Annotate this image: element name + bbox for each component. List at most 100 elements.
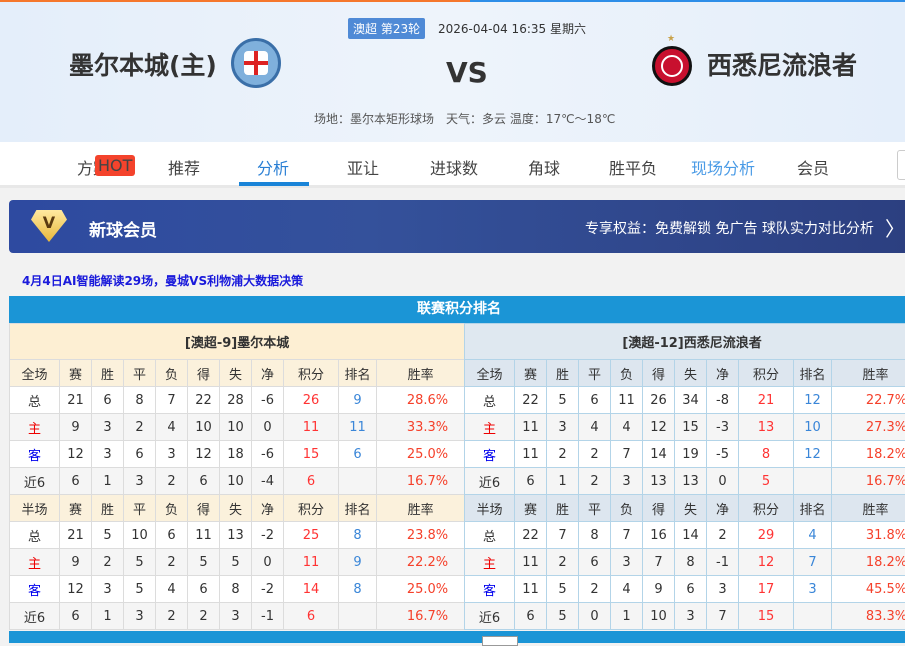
stat-cell: 11 [515, 414, 547, 441]
column-header: 胜率 [377, 495, 465, 522]
stat-cell: 21 [60, 387, 92, 414]
full-header-row: 全场赛胜平负得失净积分排名胜率 [10, 360, 465, 387]
member-banner[interactable]: V 新球会员 专享权益：免费解锁 免广告 球队实力对比分析 〉 [9, 200, 905, 253]
win-rate-cell: 83.3% [832, 603, 905, 630]
stat-cell: 13 [643, 468, 675, 495]
column-header: 得 [188, 495, 220, 522]
stat-cell: 1 [92, 468, 124, 495]
ai-analysis-link[interactable]: 4月4日AI智能解读29场，曼城VS利物浦大数据决策 [22, 272, 303, 289]
column-header: 胜 [547, 360, 579, 387]
stat-cell: 4 [611, 414, 643, 441]
stat-cell: 26 [643, 387, 675, 414]
league-badge[interactable]: 澳超 第23轮 [348, 18, 425, 39]
chevron-right-icon[interactable]: 〉 [885, 213, 905, 242]
points-cell: 15 [284, 441, 339, 468]
stat-cell: 22 [515, 522, 547, 549]
star-icon: ★ [667, 34, 675, 44]
tab-asian-handicap[interactable]: 亚让 [347, 155, 379, 179]
full-header-row: 全场赛胜平负得失净积分排名胜率 [465, 360, 905, 387]
rank-cell: 12 [794, 387, 832, 414]
points-cell: 14 [284, 576, 339, 603]
stat-cell: 15 [675, 414, 707, 441]
column-header: 失 [675, 495, 707, 522]
active-tab-underline [239, 182, 309, 186]
stat-cell: 3 [220, 603, 252, 630]
stat-cell: -3 [707, 414, 739, 441]
stat-cell: -6 [252, 441, 284, 468]
nav-more-button[interactable] [897, 150, 905, 180]
stat-cell: 6 [579, 549, 611, 576]
rank-cell [794, 468, 832, 495]
stat-cell: 2 [547, 549, 579, 576]
stat-cell: 7 [611, 441, 643, 468]
column-header: 半场 [10, 495, 60, 522]
stat-cell: 2 [156, 468, 188, 495]
win-rate-cell: 16.7% [832, 468, 905, 495]
away-team-name[interactable]: 西悉尼流浪者 [707, 46, 857, 82]
stat-cell: 5 [547, 576, 579, 603]
tab-analysis[interactable]: 分析 [257, 155, 289, 179]
tab-corners[interactable]: 角球 [528, 155, 560, 179]
western-sydney-logo [652, 46, 692, 86]
rank-cell: 9 [339, 549, 377, 576]
column-header: 平 [124, 360, 156, 387]
column-header: 积分 [739, 495, 794, 522]
win-rate-cell: 28.6% [377, 387, 465, 414]
tab-goals[interactable]: 进球数 [430, 155, 478, 179]
stat-cell: 19 [675, 441, 707, 468]
row-label: 近6 [465, 603, 515, 630]
points-cell: 29 [739, 522, 794, 549]
stat-cell: -2 [252, 522, 284, 549]
win-rate-cell: 16.7% [377, 468, 465, 495]
win-rate-cell: 22.7% [832, 387, 905, 414]
column-header: 赛 [60, 495, 92, 522]
tab-live-analysis[interactable]: 现场分析 [691, 155, 755, 179]
row-label: 主 [465, 549, 515, 576]
rank-cell [339, 603, 377, 630]
stat-cell: 11 [188, 522, 220, 549]
stat-cell: 10 [220, 468, 252, 495]
stat-cell: 28 [220, 387, 252, 414]
stat-cell: 3 [92, 576, 124, 603]
column-header: 胜率 [832, 495, 905, 522]
column-header: 净 [252, 495, 284, 522]
stat-cell: 1 [92, 603, 124, 630]
tab-recommend[interactable]: 推荐 [168, 155, 200, 179]
stat-cell: 3 [124, 603, 156, 630]
column-header: 净 [252, 360, 284, 387]
row-label: 主 [10, 414, 60, 441]
stat-cell: 3 [92, 414, 124, 441]
rank-cell: 8 [339, 522, 377, 549]
stat-cell: 6 [60, 603, 92, 630]
rank-cell: 9 [339, 387, 377, 414]
stat-cell: 34 [675, 387, 707, 414]
hot-badge: HOT [95, 155, 135, 176]
stat-cell: 5 [124, 576, 156, 603]
stat-cell: 6 [124, 441, 156, 468]
column-header: 失 [675, 360, 707, 387]
column-header: 赛 [515, 360, 547, 387]
points-cell: 25 [284, 522, 339, 549]
win-rate-cell: 31.8% [832, 522, 905, 549]
stat-cell: 12 [60, 576, 92, 603]
tab-1x2[interactable]: 胜平负 [609, 155, 657, 179]
row-label: 客 [10, 576, 60, 603]
stat-cell: 6 [60, 468, 92, 495]
column-header: 赛 [515, 495, 547, 522]
stat-cell: 5 [188, 549, 220, 576]
stat-cell: 7 [156, 387, 188, 414]
points-cell: 17 [739, 576, 794, 603]
stat-cell: 10 [220, 414, 252, 441]
match-count-input[interactable] [482, 636, 518, 646]
tab-membership[interactable]: 会员 [797, 155, 829, 179]
points-cell: 13 [739, 414, 794, 441]
home-team-name[interactable]: 墨尔本城(主) [69, 46, 217, 82]
column-header: 得 [188, 360, 220, 387]
